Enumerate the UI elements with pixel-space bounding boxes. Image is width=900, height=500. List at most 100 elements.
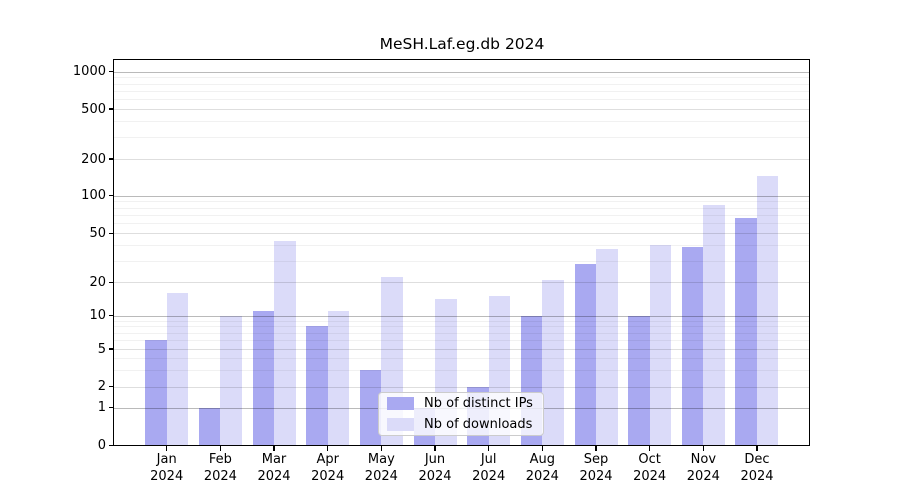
gridline bbox=[113, 207, 810, 209]
x-tick-label: May 2024 bbox=[364, 452, 398, 484]
gridline bbox=[113, 358, 810, 360]
gridline bbox=[113, 386, 810, 388]
bar-distinct-ips bbox=[574, 264, 596, 446]
y-tick-label: 0 bbox=[97, 438, 106, 453]
x-tick-label: Nov 2024 bbox=[686, 452, 720, 484]
y-tick bbox=[108, 195, 114, 197]
y-tick bbox=[108, 70, 114, 73]
x-tick bbox=[380, 446, 382, 451]
y-tick bbox=[108, 406, 114, 409]
gridline bbox=[113, 320, 810, 322]
gridline bbox=[113, 83, 810, 85]
x-tick-label: Jun 2024 bbox=[418, 452, 452, 484]
bar-downloads bbox=[220, 315, 242, 446]
x-tick bbox=[434, 446, 436, 451]
x-tick bbox=[488, 446, 490, 451]
bar-downloads bbox=[649, 245, 672, 446]
gridline bbox=[113, 340, 810, 342]
gridline bbox=[113, 159, 810, 160]
bar-downloads bbox=[166, 292, 189, 446]
gridline bbox=[113, 315, 810, 317]
x-tick-label: Feb 2024 bbox=[203, 452, 237, 484]
y-tick-label: 2 bbox=[97, 379, 106, 394]
x-tick-label: Jul 2024 bbox=[472, 452, 506, 484]
gridline bbox=[113, 109, 810, 110]
x-tick bbox=[219, 446, 221, 451]
x-tick-label: Mar 2024 bbox=[257, 452, 291, 484]
y-tick bbox=[108, 281, 114, 283]
bar-downloads bbox=[596, 249, 618, 446]
y-tick-label: 20 bbox=[89, 274, 106, 290]
legend-item-distinct-ips: Nb of distinct IPs bbox=[387, 396, 535, 411]
gridline bbox=[113, 121, 810, 123]
x-tick-label: Apr 2024 bbox=[311, 452, 345, 484]
legend-swatch-downloads bbox=[387, 418, 414, 431]
gridline bbox=[113, 215, 810, 217]
gridline bbox=[113, 349, 810, 350]
x-tick bbox=[327, 446, 329, 451]
bar-downloads bbox=[703, 205, 725, 446]
y-tick bbox=[108, 158, 114, 160]
gridline bbox=[113, 90, 810, 92]
x-tick-label: Jan 2024 bbox=[150, 452, 184, 484]
bar-downloads bbox=[542, 279, 564, 446]
x-tick bbox=[702, 446, 704, 451]
y-tick bbox=[108, 385, 114, 388]
x-tick-label: Aug 2024 bbox=[525, 452, 559, 484]
gridline bbox=[113, 77, 810, 79]
gridline bbox=[113, 201, 810, 203]
bar-distinct-ips bbox=[198, 407, 221, 446]
bar-distinct-ips bbox=[306, 326, 328, 446]
x-tick bbox=[595, 446, 597, 451]
grid-layer bbox=[113, 59, 810, 446]
legend: Nb of distinct IPs Nb of downloads bbox=[378, 392, 544, 436]
y-tick-label: 50 bbox=[89, 225, 106, 241]
y-tick bbox=[108, 444, 114, 447]
legend-swatch-distinct-ips bbox=[387, 397, 414, 410]
gridline bbox=[113, 245, 810, 247]
y-tick-label: 1000 bbox=[72, 64, 106, 79]
y-tick-label: 200 bbox=[81, 151, 106, 167]
y-tick bbox=[108, 232, 114, 234]
x-tick bbox=[166, 446, 168, 451]
y-tick bbox=[108, 348, 114, 350]
x-tick-label: Sep 2024 bbox=[579, 452, 613, 484]
x-tick bbox=[649, 446, 651, 451]
gridline bbox=[113, 260, 810, 262]
y-tick-label: 500 bbox=[81, 101, 106, 117]
x-tick bbox=[273, 446, 275, 451]
bar-distinct-ips bbox=[252, 310, 275, 446]
bar-downloads bbox=[327, 310, 350, 446]
gridline bbox=[113, 223, 810, 225]
x-tick-label: Oct 2024 bbox=[633, 452, 667, 484]
gridline bbox=[113, 136, 810, 138]
bar-distinct-ips bbox=[359, 369, 382, 446]
bar-downloads bbox=[756, 176, 779, 446]
legend-label-downloads: Nb of downloads bbox=[424, 417, 533, 432]
bar-distinct-ips bbox=[735, 218, 757, 446]
legend-label-distinct-ips: Nb of distinct IPs bbox=[424, 396, 533, 411]
gridline bbox=[113, 369, 810, 371]
x-tick-label: Dec 2024 bbox=[740, 452, 774, 484]
gridline bbox=[113, 99, 810, 101]
gridline bbox=[113, 282, 810, 284]
gridline bbox=[113, 71, 810, 73]
bar-distinct-ips bbox=[628, 315, 650, 446]
x-tick bbox=[756, 446, 758, 451]
gridline bbox=[113, 195, 810, 197]
y-tick-label: 10 bbox=[89, 308, 106, 323]
bar-downloads bbox=[274, 241, 296, 446]
gridline bbox=[113, 332, 810, 334]
chart-title: MeSH.Laf.eg.db 2024 bbox=[379, 35, 545, 53]
plot-area bbox=[113, 59, 810, 446]
gridline bbox=[113, 326, 810, 328]
y-tick bbox=[108, 314, 114, 317]
y-tick bbox=[108, 108, 114, 110]
x-tick bbox=[541, 446, 543, 451]
bars-layer bbox=[113, 59, 810, 446]
gridline bbox=[113, 233, 810, 235]
bar-distinct-ips bbox=[681, 246, 704, 446]
y-tick-label: 1 bbox=[97, 400, 106, 415]
y-tick-label: 5 bbox=[97, 341, 106, 357]
